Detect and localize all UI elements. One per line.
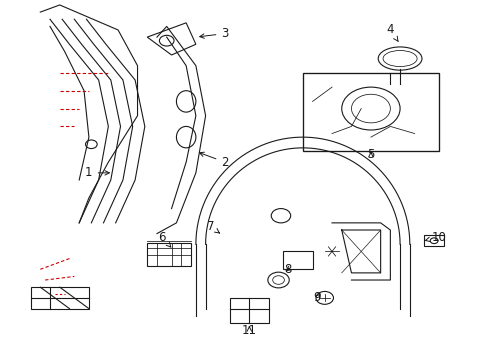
Bar (147, 243, 191, 266)
Text: 8: 8 (284, 263, 291, 276)
Text: 1: 1 (85, 166, 109, 179)
Text: 9: 9 (313, 291, 321, 305)
Text: 6: 6 (158, 231, 170, 247)
Text: 7: 7 (206, 220, 219, 233)
Bar (30, 287, 89, 309)
Text: 2: 2 (199, 152, 228, 168)
Bar (283, 251, 312, 269)
Bar (229, 298, 268, 323)
Text: 5: 5 (366, 148, 374, 162)
Bar (424, 235, 443, 246)
Text: 11: 11 (242, 324, 256, 337)
Text: 10: 10 (425, 231, 446, 244)
Text: 4: 4 (386, 23, 397, 42)
Bar (302, 73, 438, 152)
Text: 3: 3 (199, 27, 228, 40)
